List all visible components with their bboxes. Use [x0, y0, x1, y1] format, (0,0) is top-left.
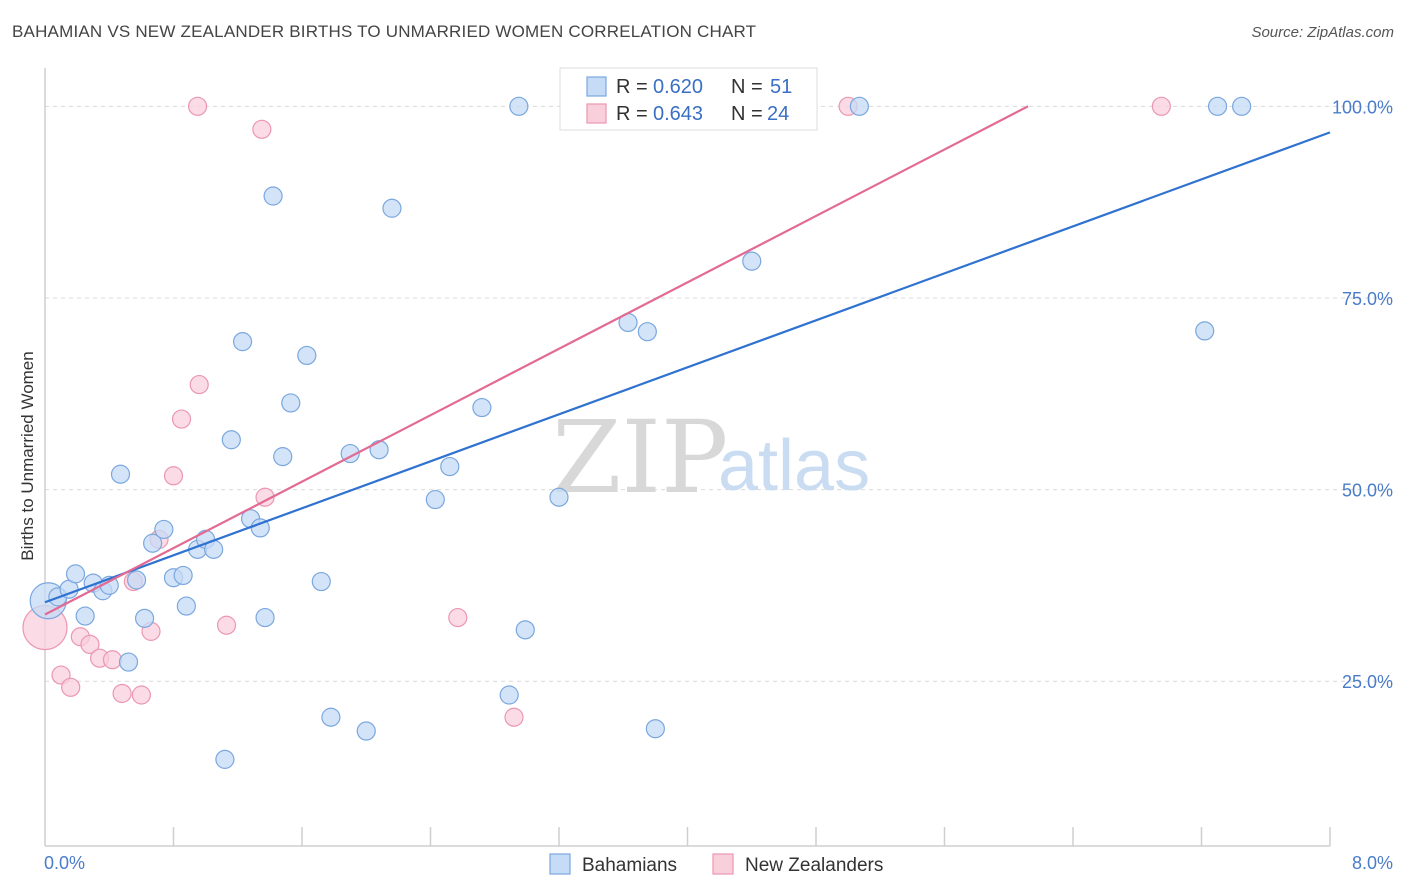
y-tick-label: 75.0% [1342, 289, 1393, 309]
y-tick-label: 50.0% [1342, 481, 1393, 501]
new-zealanders-point [131, 685, 151, 705]
new-zealanders-point [1151, 96, 1171, 116]
bahamians-points [29, 96, 1252, 769]
bahamians-point [440, 456, 460, 477]
x-tick-label-max: 8.0% [1352, 853, 1393, 873]
watermark-atlas: atlas [718, 426, 870, 506]
stats-legend-r-value-1: 0.620 [653, 76, 703, 98]
new-zealanders-point [102, 650, 123, 670]
y-axis-label: Births to Unmarried Women [18, 351, 37, 560]
bahamians-point [281, 393, 301, 413]
bahamians-point [221, 430, 241, 450]
bahamians-point [637, 322, 657, 342]
stats-legend-r-value-2: 0.643 [653, 103, 703, 125]
bahamians-point [134, 608, 155, 628]
bahamians-point [549, 487, 569, 507]
stats-legend-r-label-2: R = [616, 103, 648, 125]
series-legend-label-bahamians: Bahamians [582, 855, 677, 876]
bahamians-point [425, 489, 445, 510]
bahamians-point [1195, 321, 1215, 341]
bahamians-point [143, 533, 163, 553]
y-tick-label: 100.0% [1332, 97, 1393, 117]
new-zealanders-point [189, 374, 209, 395]
bahamians-point [75, 606, 95, 626]
stats-legend-n-value-1: 51 [770, 76, 792, 98]
bahamians-point [126, 570, 147, 590]
chart-title: BAHAMIAN VS NEW ZEALANDER BIRTHS TO UNMA… [12, 22, 757, 41]
bahamians-point [263, 186, 283, 206]
chart-source: Source: ZipAtlas.com [1251, 24, 1394, 41]
stats-legend-swatch-bahamians [586, 76, 607, 97]
series-legend-label-new-zealanders: New Zealanders [745, 855, 883, 876]
bahamians-point [311, 571, 331, 592]
new-zealanders-point [252, 119, 272, 139]
new-zealanders-point [171, 409, 192, 429]
new-zealanders-point [112, 683, 132, 704]
bahamians-point [509, 96, 529, 116]
x-tick-label-min: 0.0% [44, 853, 85, 873]
bahamians-point [1207, 96, 1228, 116]
stats-legend: R = 0.620 N = 51 R = 0.643 N = 24 [559, 67, 818, 131]
bahamians-point [173, 565, 193, 586]
bahamians-point [297, 345, 317, 366]
stats-legend-swatch-new-zealanders [586, 103, 607, 124]
new-zealanders-point [61, 677, 81, 697]
bahamians-point [321, 707, 341, 727]
bahamians-trend-line [44, 131, 1331, 604]
bahamians-point [255, 607, 275, 628]
bahamians-point [232, 332, 253, 352]
new-zealanders-point [216, 615, 237, 635]
stats-legend-n-value-2: 24 [767, 103, 789, 125]
grid [45, 105, 1392, 682]
bahamians-point [382, 198, 402, 218]
bahamians-point [110, 464, 131, 484]
new-zealanders-point [187, 96, 208, 116]
stats-legend-n-label-2: N = [731, 103, 763, 125]
new-zealanders-point [448, 607, 468, 628]
new-zealanders-point [80, 634, 100, 655]
x-ticks [172, 827, 1331, 846]
new-zealanders-point [504, 707, 524, 727]
series-legend: Bahamians New Zealanders [549, 853, 883, 876]
stats-legend-n-label-1: N = [731, 76, 763, 98]
bahamians-point [645, 719, 665, 739]
y-tick-label: 25.0% [1342, 672, 1393, 692]
bahamians-point [1232, 96, 1252, 116]
bahamians-point [154, 519, 174, 540]
bahamians-point [742, 251, 762, 271]
new-zealanders-point [163, 466, 184, 486]
bahamians-point [472, 397, 492, 418]
bahamians-point [515, 620, 535, 640]
bahamians-point [849, 96, 869, 116]
series-legend-swatch-bahamians [549, 853, 571, 875]
new-zealanders-trend-line [44, 105, 1029, 616]
bahamians-point [118, 652, 139, 672]
trend-lines [44, 105, 1331, 616]
bahamians-point [369, 440, 389, 460]
bahamians-point [356, 721, 376, 741]
bahamians-point [499, 685, 519, 705]
watermark-zip: ZIP [552, 399, 728, 516]
y-tick-labels: 25.0% 50.0% 75.0% 100.0% [1332, 97, 1393, 692]
stats-legend-r-label-1: R = [616, 76, 648, 98]
bahamians-point [176, 596, 196, 616]
bahamians-point [273, 447, 293, 467]
bahamians-point [65, 564, 86, 584]
bahamians-point [215, 749, 235, 769]
series-legend-swatch-new-zealanders [712, 853, 734, 875]
